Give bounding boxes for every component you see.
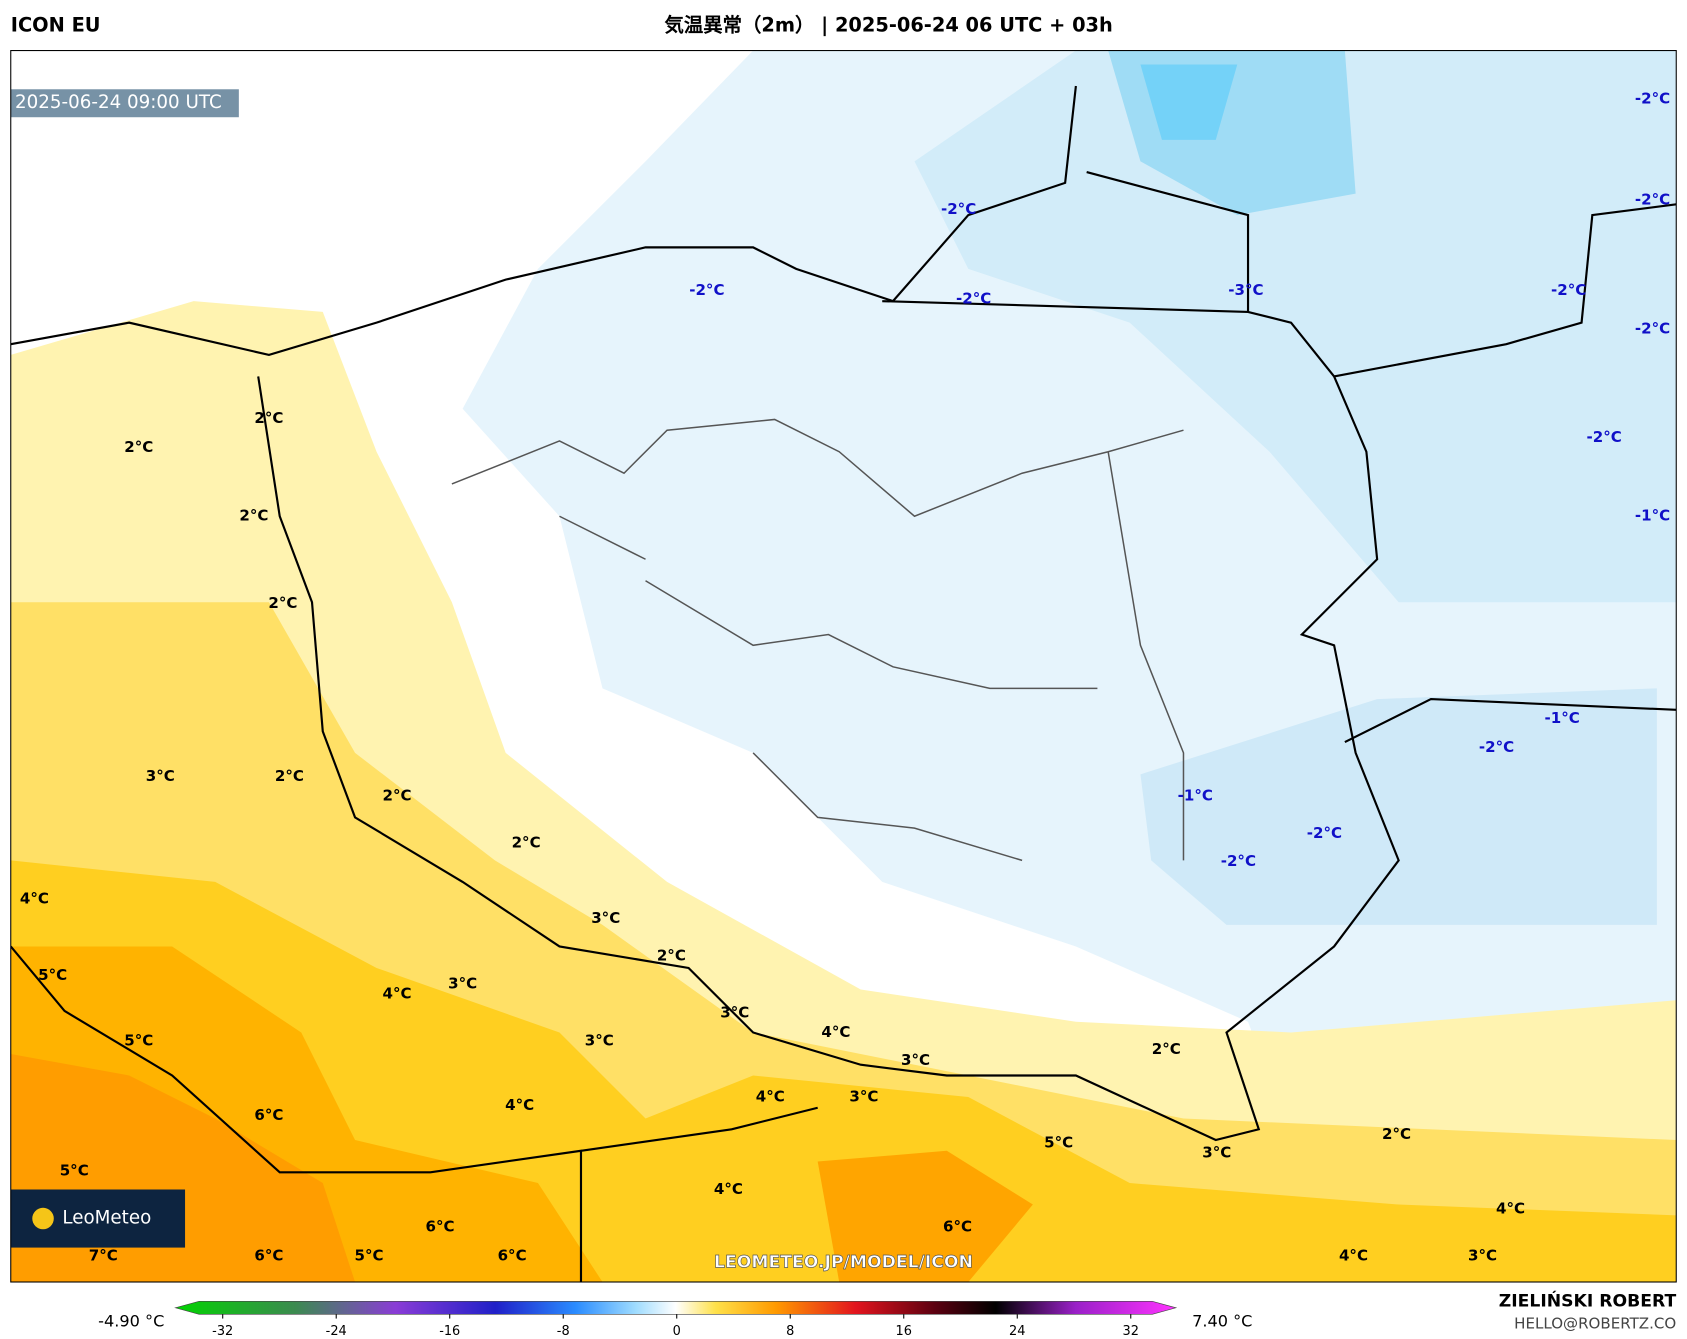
colorbar-tick-label: 32: [1123, 1324, 1139, 1339]
colorbar-tick-label: 16: [896, 1324, 912, 1339]
contour-label: 6°C: [254, 1106, 283, 1124]
contour-label: 3°C: [591, 909, 620, 927]
contour-label: -2°C: [1221, 852, 1256, 870]
border: [257, 300, 1400, 1142]
contour-label: -2°C: [1551, 281, 1586, 299]
colorbar-tick-label: -16: [439, 1324, 460, 1339]
border: [10, 171, 1677, 1282]
contour-label: 3°C: [720, 1004, 749, 1022]
colorbar-tick-label: 24: [1009, 1324, 1025, 1339]
map: 2025-06-24 09:00 UTC LeoMeteo LEOMETEO.J…: [10, 50, 1677, 1282]
contour-label: 3°C: [585, 1032, 614, 1050]
contour-label: 4°C: [756, 1088, 785, 1106]
logo-sun: [32, 1207, 54, 1230]
map-frame: [10, 50, 1677, 1283]
contour-labels: -2°C -2°C -2°C -2°C -2°C -3°C -2°C -2°C -2°C -1°C…: [20, 89, 1670, 1264]
contour-label: 3°C: [1202, 1143, 1231, 1161]
contour-label: -1°C: [1545, 709, 1580, 727]
contour-label: 3°C: [146, 767, 175, 785]
cool-area: [1140, 688, 1657, 925]
timestamp: 2025-06-24 09:00 UTC: [15, 92, 222, 113]
contour-label: 2°C: [382, 786, 411, 804]
colorbar-scale: [174, 1301, 1178, 1315]
warm-area: [817, 1150, 1033, 1282]
coastline: [10, 85, 1077, 357]
contour-label: -2°C: [1479, 738, 1514, 756]
contour-label: 7°C: [89, 1247, 118, 1265]
contour-label: 5°C: [355, 1247, 384, 1265]
contour-label: 2°C: [1382, 1125, 1411, 1143]
colorbar: -4.90 °C 7.40 °C -32 -24 -16 -8 0 8 16 24 32: [98, 1301, 1252, 1339]
contour-label: 3°C: [849, 1088, 878, 1106]
colorbar-tick-label: -8: [557, 1324, 570, 1339]
contour-label: -2°C: [1635, 320, 1670, 338]
author: ZIELIŃSKI ROBERT: [1499, 1289, 1677, 1311]
contour-label: 5°C: [124, 1032, 153, 1050]
colorbar-tick-label: -24: [326, 1324, 347, 1339]
logo: LeoMeteo: [62, 1208, 151, 1229]
colorbar-tick-label: -32: [212, 1324, 233, 1339]
contour-label: 4°C: [1496, 1199, 1525, 1217]
colorbar-tick-label: 8: [786, 1324, 794, 1339]
contour-label: -2°C: [1587, 428, 1622, 446]
colorbar-max: 7.40 °C: [1192, 1311, 1252, 1330]
timestamp-box: [10, 89, 239, 118]
contour-label: -2°C: [1307, 824, 1342, 842]
colorbar-tick-label: 0: [673, 1324, 681, 1339]
contour-label: 4°C: [821, 1023, 850, 1041]
contour-label: 3°C: [448, 975, 477, 993]
contour-label: -2°C: [941, 200, 976, 218]
contour-label: 5°C: [1044, 1134, 1073, 1152]
contour-label: 4°C: [382, 984, 411, 1002]
region-border: [451, 418, 1185, 862]
contour-label: -1°C: [1178, 786, 1213, 804]
model-name: ICON EU: [11, 13, 101, 36]
map-title: 気温異常（2m） | 2025-06-24 06 UTC + 03h: [665, 13, 1113, 36]
contour-label: -2°C: [689, 281, 724, 299]
contour-label: -2°C: [1635, 191, 1670, 209]
contour-label: 4°C: [20, 890, 49, 908]
contour-label: -2°C: [1635, 89, 1670, 107]
contour-label: -1°C: [1635, 507, 1670, 525]
contour-label: 2°C: [124, 438, 153, 456]
contour-label: 4°C: [1339, 1247, 1368, 1265]
contour-label: 2°C: [657, 947, 686, 965]
contour-label: -2°C: [956, 289, 991, 307]
contour-label: 6°C: [498, 1247, 527, 1265]
contour-label: 3°C: [1468, 1247, 1497, 1265]
cool-area: [1140, 64, 1238, 140]
contour-label: 6°C: [254, 1247, 283, 1265]
contour-label: 2°C: [1152, 1040, 1181, 1058]
watermark: LEOMETEO.JP/MODEL/ICON: [714, 1253, 973, 1273]
email: HELLO@ROBERTZ.CO: [1514, 1314, 1676, 1332]
contour-label: 4°C: [505, 1096, 534, 1114]
contour-label: 6°C: [943, 1218, 972, 1236]
contour-label: 2°C: [512, 834, 541, 852]
contour-label: -3°C: [1228, 281, 1263, 299]
contour-label: 2°C: [275, 767, 304, 785]
contour-label: 3°C: [901, 1051, 930, 1069]
contour-label: 5°C: [60, 1162, 89, 1180]
contour-label: 2°C: [268, 594, 297, 612]
contour-label: 2°C: [254, 409, 283, 427]
contour-label: 4°C: [714, 1180, 743, 1198]
contour-label: 2°C: [239, 507, 268, 525]
colorbar-min: -4.90 °C: [98, 1311, 164, 1330]
contour-label: 5°C: [38, 966, 67, 984]
contour-label: 6°C: [426, 1218, 455, 1236]
